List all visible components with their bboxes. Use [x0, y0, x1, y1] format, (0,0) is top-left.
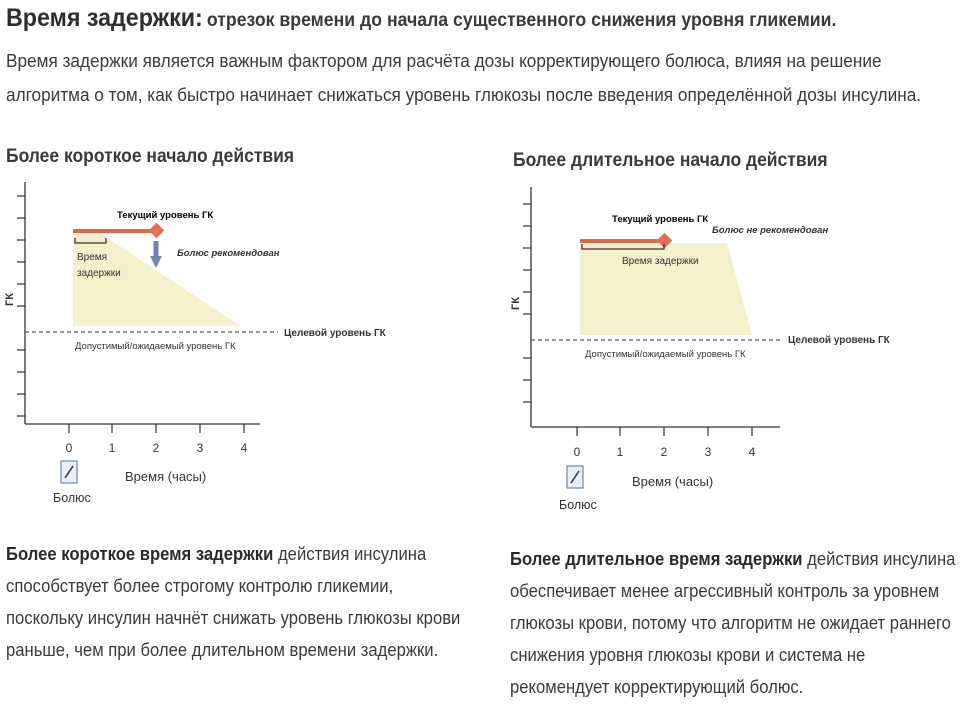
left-description-text: действия инсулина способствует более стр… [6, 543, 461, 660]
left-panel-heading: Более короткое начало действия [6, 146, 295, 167]
right-target-label: Целевой уровень ГК [788, 335, 891, 346]
right-pen-icon [566, 465, 584, 489]
left-x-tick-0: 0 [66, 441, 73, 455]
right-diagram: 0 1 2 3 4 Время (часы) ГК Целевой уровен… [510, 187, 891, 512]
right-x-tick-1: 1 [617, 445, 624, 459]
left-x-tick-3: 3 [197, 441, 204, 455]
left-y-ticks [17, 195, 25, 417]
left-delay-label-2: задержки [77, 268, 121, 279]
right-y-ticks [523, 203, 531, 403]
left-diagram: 0 1 2 3 4 Время (часы) ГК Целевой уровен… [4, 182, 387, 505]
right-x-tick-3: 3 [705, 445, 712, 459]
left-description: Более короткое время задержки действия и… [6, 538, 474, 666]
left-x-ticks [68, 424, 245, 433]
right-panel-heading: Более длительное начало действия [513, 150, 828, 171]
page-title: Время задержки: отрезок времени до начал… [6, 4, 836, 33]
left-glucose-drop-area [73, 233, 240, 326]
left-down-arrow [150, 241, 162, 268]
right-glucose-drop-area [580, 243, 752, 335]
right-x-tick-2: 2 [661, 445, 668, 459]
right-delay-label: Время задержки [622, 256, 699, 267]
right-current-bg-marker [656, 232, 673, 249]
left-bolus-status: Болюс рекомендован [177, 248, 280, 259]
right-x-tick-0: 0 [574, 445, 581, 459]
left-x-tick-4: 4 [241, 441, 248, 455]
title-term: Время задержки: [6, 4, 203, 32]
right-bolus-label: Болюс [559, 498, 597, 512]
left-acceptable-label: Допустимый/ожидаемый уровень ГК [75, 341, 236, 352]
left-y-axis-label: ГК [4, 293, 16, 306]
left-delay-bracket [74, 238, 107, 244]
right-delay-bracket [581, 244, 665, 250]
right-acceptable-label: Допустимый/ожидаемый уровень ГК [585, 349, 746, 360]
intro-paragraph: Время задержки является важным фактором … [6, 50, 922, 105]
left-x-tick-1: 1 [109, 441, 116, 455]
title-definition: отрезок времени до начала существенного … [206, 10, 837, 31]
right-description: Более длительное время задержки действия… [510, 543, 960, 703]
right-bolus-status: Болюс не рекомендован [712, 225, 828, 236]
left-delay-label-1: Время [77, 252, 107, 263]
right-current-bg-label: Текущий уровень ГК [612, 214, 708, 225]
right-description-text: действия инсулина обеспечивает менее агр… [510, 548, 956, 697]
left-x-axis-label: Время (часы) [125, 469, 206, 484]
left-description-bold: Более короткое время задержки [6, 543, 274, 564]
left-current-bg-label: Текущий уровень ГК [117, 210, 213, 221]
left-bolus-label: Болюс [53, 491, 91, 505]
right-y-axis-label: ГК [510, 297, 522, 310]
left-pen-icon [60, 460, 78, 484]
right-x-axis-label: Время (часы) [632, 474, 713, 489]
left-target-label: Целевой уровень ГК [284, 328, 387, 339]
right-description-bold: Более длительное время задержки [510, 548, 803, 569]
left-current-bg-marker [148, 222, 165, 239]
right-x-tick-4: 4 [749, 445, 756, 459]
right-x-ticks [576, 427, 753, 436]
left-x-tick-2: 2 [153, 441, 160, 455]
